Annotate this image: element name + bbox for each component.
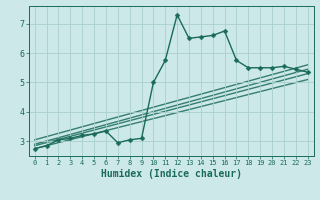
X-axis label: Humidex (Indice chaleur): Humidex (Indice chaleur) [101, 169, 242, 179]
